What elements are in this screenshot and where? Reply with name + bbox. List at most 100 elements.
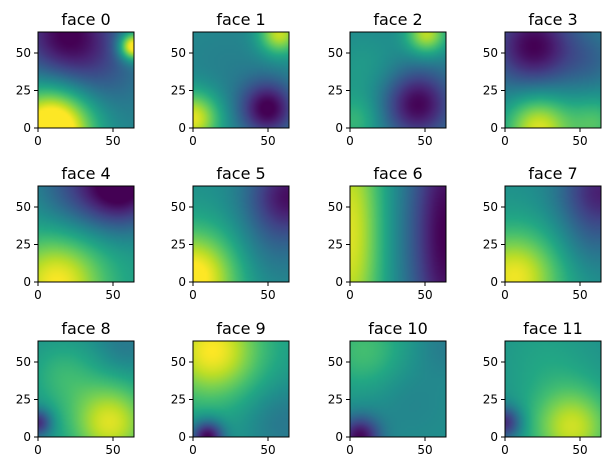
subplot-11: face 11 0 50 0 25 50 [483, 319, 602, 457]
x-tick-label: 50 [260, 134, 275, 148]
y-tick-label: 0 [490, 430, 498, 444]
axes-frame [192, 31, 290, 129]
subplot-3: face 3 0 50 0 25 50 [483, 10, 602, 148]
y-tick-label: 25 [16, 238, 31, 252]
x-tick-label: 50 [260, 288, 275, 302]
y-tick-label: 50 [16, 46, 31, 60]
x-tick-label: 50 [105, 288, 120, 302]
y-tick-label: 50 [171, 46, 186, 60]
y-tick-label: 50 [16, 200, 31, 214]
y-tick-label: 50 [483, 355, 498, 369]
x-tick-label: 0 [34, 443, 42, 457]
x-tick-label: 0 [189, 288, 197, 302]
x-tick-label: 50 [417, 288, 432, 302]
x-tick-label: 50 [260, 443, 275, 457]
x-tick-label: 0 [34, 134, 42, 148]
subplot-9: face 9 0 50 0 25 50 [171, 319, 290, 457]
panel-title: face 8 [61, 319, 110, 338]
y-tick-label: 0 [23, 275, 31, 289]
y-tick-label: 0 [23, 430, 31, 444]
x-tick-label: 0 [346, 134, 354, 148]
y-tick-label: 25 [328, 84, 343, 98]
panel-title: face 6 [373, 164, 422, 183]
axes-frame [192, 340, 290, 438]
axes-frame [192, 185, 290, 283]
panel-title: face 5 [216, 164, 265, 183]
y-tick-label: 0 [178, 430, 186, 444]
y-tick-label: 0 [178, 275, 186, 289]
panel-title: face 7 [528, 164, 577, 183]
y-tick-label: 50 [328, 46, 343, 60]
subplot-5: face 5 0 50 0 25 50 [171, 164, 290, 302]
y-tick-label: 0 [335, 121, 343, 135]
x-tick-label: 50 [417, 443, 432, 457]
panel-title: face 4 [61, 164, 110, 183]
panel-title: face 1 [216, 10, 265, 29]
x-tick-label: 50 [572, 134, 587, 148]
x-tick-label: 0 [501, 134, 509, 148]
panel-title: face 10 [368, 319, 428, 338]
heatmap-image [193, 186, 289, 282]
x-tick-label: 50 [105, 443, 120, 457]
y-tick-label: 0 [335, 430, 343, 444]
y-tick-label: 0 [490, 121, 498, 135]
panel-title: face 9 [216, 319, 265, 338]
subplot-4: face 4 0 50 0 25 50 [16, 164, 135, 302]
panel-title: face 11 [523, 319, 583, 338]
y-tick-label: 50 [328, 200, 343, 214]
axes-frame [504, 185, 602, 283]
axes-frame [349, 31, 447, 129]
axes-frame [37, 185, 135, 283]
y-tick-label: 25 [171, 393, 186, 407]
axes-frame [504, 31, 602, 129]
x-tick-label: 50 [417, 134, 432, 148]
heatmap-image [193, 32, 289, 128]
subplot-7: face 7 0 50 0 25 50 [483, 164, 602, 302]
x-tick-label: 0 [189, 134, 197, 148]
y-tick-label: 50 [483, 200, 498, 214]
heatmap-image [505, 186, 601, 282]
heatmap-image [38, 341, 134, 437]
y-tick-label: 25 [483, 84, 498, 98]
heatmap-image [350, 32, 446, 128]
y-tick-label: 50 [328, 355, 343, 369]
y-tick-label: 50 [16, 355, 31, 369]
heatmap-image [505, 32, 601, 128]
y-tick-label: 25 [171, 84, 186, 98]
axes-frame [37, 31, 135, 129]
y-tick-label: 0 [23, 121, 31, 135]
y-tick-label: 25 [16, 393, 31, 407]
x-tick-label: 0 [189, 443, 197, 457]
x-tick-label: 50 [572, 288, 587, 302]
subplot-6: face 6 0 50 0 25 50 [328, 164, 447, 302]
axes-frame [349, 340, 447, 438]
x-tick-label: 50 [572, 443, 587, 457]
x-tick-label: 0 [346, 288, 354, 302]
axes-frame [504, 340, 602, 438]
heatmap-image [350, 186, 446, 282]
x-tick-label: 50 [105, 134, 120, 148]
panel-title: face 0 [61, 10, 110, 29]
heatmap-image [193, 341, 289, 437]
heatmap-image [38, 186, 134, 282]
y-tick-label: 25 [483, 393, 498, 407]
panel-title: face 2 [373, 10, 422, 29]
panel-title: face 3 [528, 10, 577, 29]
subplot-8: face 8 0 50 0 25 50 [16, 319, 135, 457]
subplot-2: face 2 0 50 0 25 50 [328, 10, 447, 148]
y-tick-label: 25 [483, 238, 498, 252]
heatmap-image [505, 341, 601, 437]
y-tick-label: 25 [328, 393, 343, 407]
x-tick-label: 0 [501, 288, 509, 302]
heatmap-image [38, 32, 134, 128]
y-tick-label: 50 [483, 46, 498, 60]
x-tick-label: 0 [34, 288, 42, 302]
subplot-0: face 0 0 50 0 25 50 [16, 10, 135, 148]
y-tick-label: 50 [171, 355, 186, 369]
y-tick-label: 25 [16, 84, 31, 98]
axes-frame [349, 185, 447, 283]
y-tick-label: 25 [328, 238, 343, 252]
y-tick-label: 25 [171, 238, 186, 252]
